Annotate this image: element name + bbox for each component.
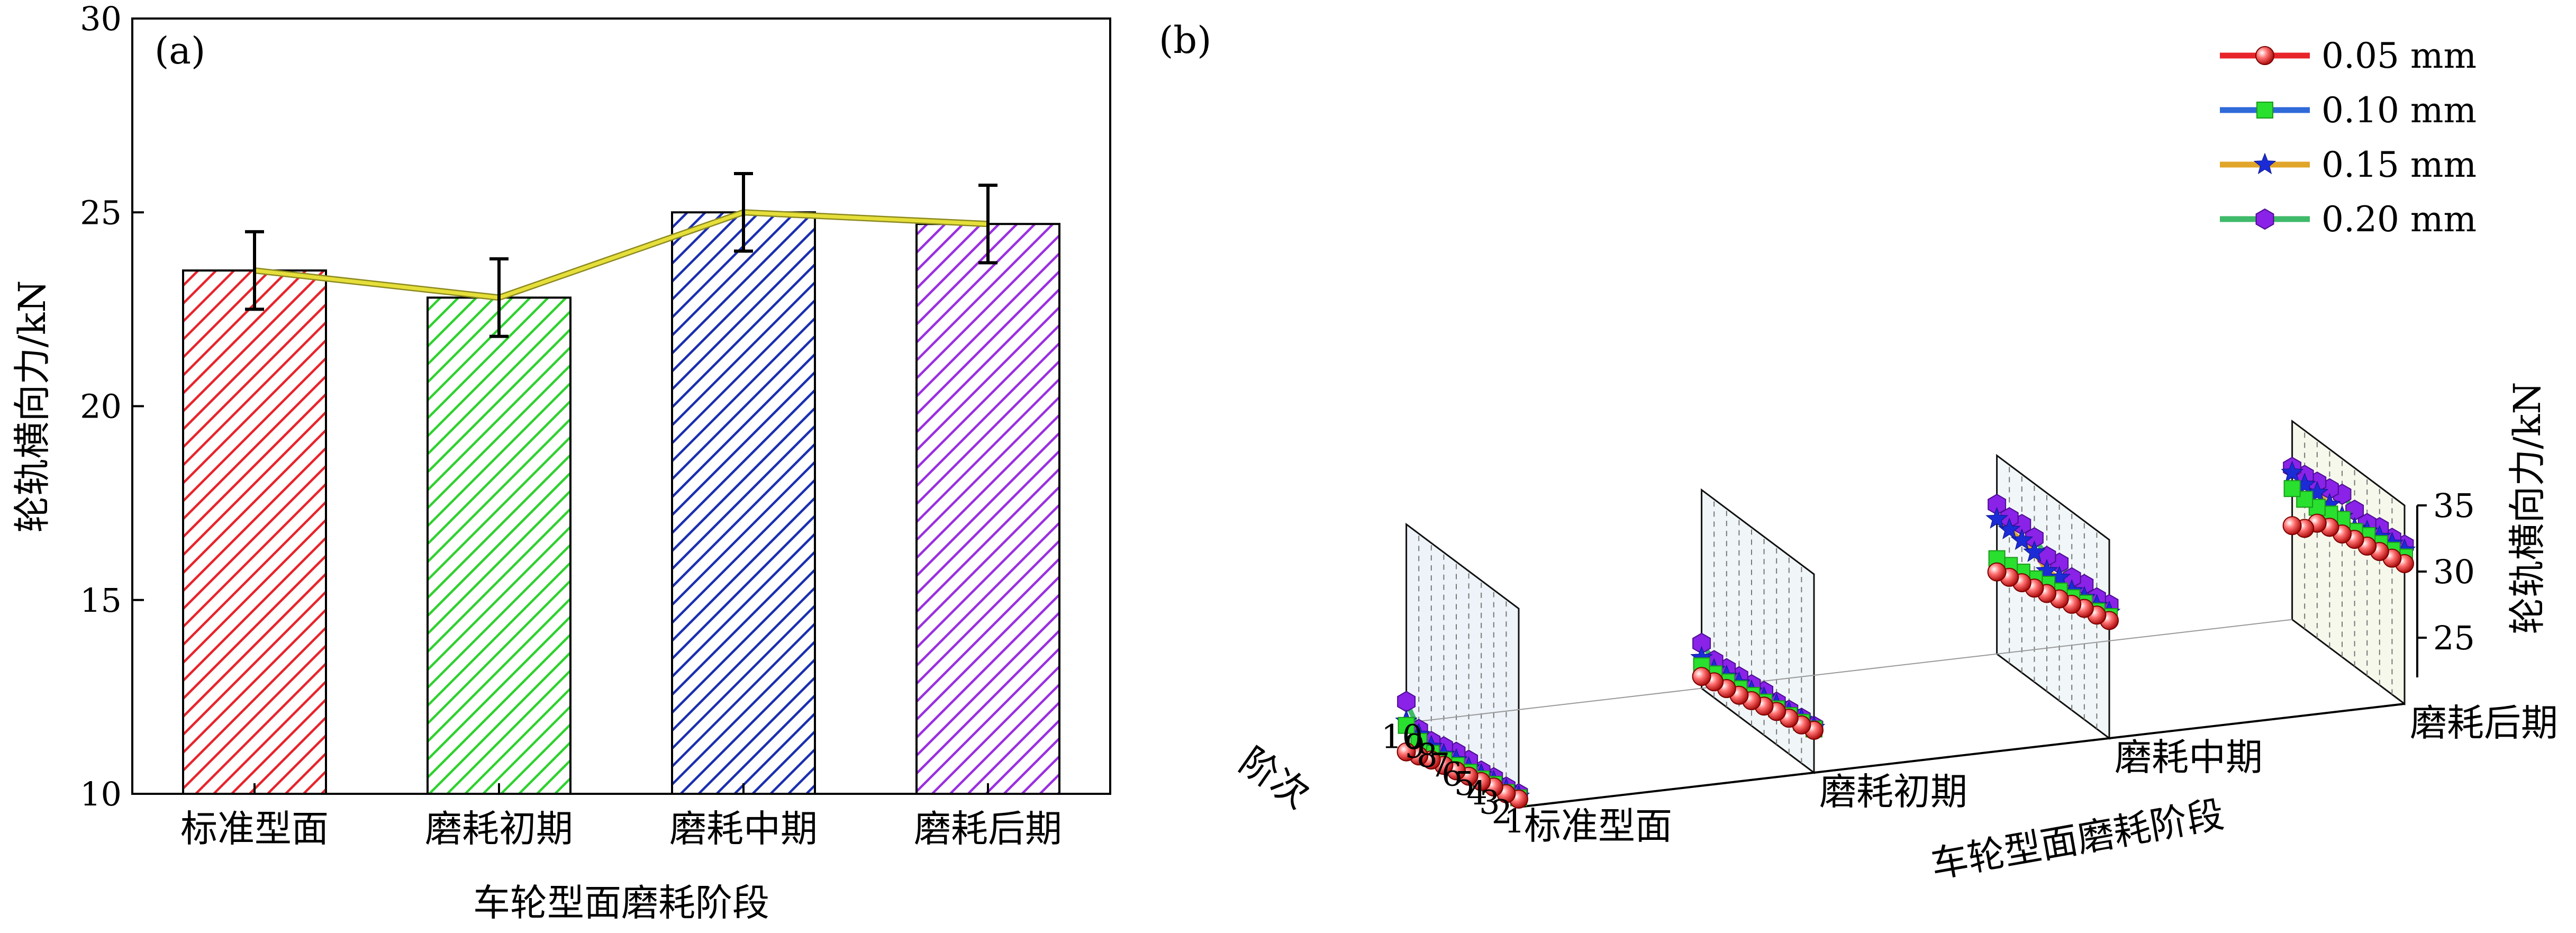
panel-a-y-axis-label: 轮轨横向力/kN [11,280,54,532]
panel-b-base-edge [1406,619,2292,723]
panel-a-x-tick-label: 磨耗中期 [669,807,818,850]
panel-a-x-tick-label: 磨耗后期 [914,807,1062,850]
panel-b-data-point [1397,691,1416,712]
panel-b-order-tick-label: 8 [1417,736,1437,775]
panel-b-stage-tick-label: 磨耗后期 [2410,701,2558,745]
panel-b-z-axis-label: 轮轨横向力/kN [2506,382,2549,634]
panel-b-order-tick-label: 6 [1441,755,1462,794]
panel-a-y-tick-label: 20 [80,387,122,426]
panel-b-base-edge [1518,703,2405,808]
panel-b-legend-label: 0.10 mm [2321,90,2477,131]
panel-b-order-tick-label: 9 [1404,727,1425,765]
panel-b-z-tick-label: 30 [2433,552,2475,591]
panel-b-data-point [1398,717,1415,734]
panel-b-series [1395,457,2416,809]
panel-b-data-point [2023,540,2046,562]
panel-a-error-bars [245,172,997,338]
panel-b-z-tick-label: 35 [2433,486,2475,525]
panel-a-bar [427,296,572,795]
panel-b-data-point [2282,516,2302,536]
panel-a-x-tick-label: 磨耗初期 [425,807,573,850]
panel-a-bar [671,211,816,795]
panel-b-order-tick-label: 1 [1504,802,1525,840]
panel-b-order-tick-label: 7 [1429,746,1450,784]
panel-b-legend-label: 0.20 mm [2321,199,2477,240]
panel-b-data-point [1692,667,1711,686]
panel-a-x-axis-label: 车轮型面磨耗阶段 [473,881,769,925]
panel-a-y-tick-label: 30 [80,0,122,38]
panel-b-data-point [1987,562,2007,582]
panel-b-stage-tick-label: 标准型面 [1524,804,1672,848]
panel-b-data-point [1396,742,1416,762]
panel-a-label: (a) [155,29,205,73]
panel-a-trend-line [254,209,988,301]
panel-b-order-tick-label: 3 [1479,783,1500,822]
panel-b-order-tick-label: 10 [1381,718,1423,756]
panel-a-y-tick-label: 15 [80,581,122,620]
panel-b-stage-axis-label: 车轮型面磨耗阶段 [1928,792,2227,886]
panel-a: (a) 10 15 20 25 30 标准型面 磨耗初期 磨耗中期 磨耗后期 轮轨横向力/kN… [11,0,1111,925]
panel-b-data-point [1985,507,2008,529]
panel-b-legend-marker [2255,208,2274,230]
panel-a-y-ticks: 10 15 20 25 30 [80,0,144,813]
panel-a-x-ticks: 标准型面 磨耗初期 磨耗中期 磨耗后期 [180,783,1062,850]
panel-a-bar [182,269,327,795]
panel-a-bar [915,223,1060,795]
panel-b-order-axis-label: 阶次 [1232,739,1318,817]
panel-b-legend-marker [2253,152,2276,175]
panel-b-legend-marker [2256,102,2273,119]
panel-a-y-tick-label: 25 [80,193,122,232]
panel-b-order-tick-label: 4 [1466,774,1487,812]
panel-a-y-tick-label: 10 [80,775,122,813]
panel-a-bars [182,211,1060,795]
panel-b-data-point [2281,460,2303,483]
panel-b-legend-label: 0.05 mm [2321,35,2477,76]
panel-b-order-tick-label: 2 [1492,792,1512,831]
panel-b-legend: 0.05 mm 0.10 mm 0.15 mm 0.20 mm [2220,35,2477,240]
panel-b-stage-tick-label: 磨耗初期 [1819,770,1967,813]
panel-b-stage-tick-label: 磨耗中期 [2115,736,2263,779]
panel-b-z-tick-label: 25 [2433,619,2475,657]
panel-b-order-tick-label: 5 [1454,764,1475,803]
panel-a-x-tick-label: 标准型面 [180,807,329,850]
panel-b-legend-marker [2255,46,2274,65]
panel-b-label: (b) [1159,19,1211,62]
panel-a-trend [254,210,988,300]
panel-b-legend-label: 0.15 mm [2321,144,2477,185]
panel-b-data-point [2283,480,2301,497]
